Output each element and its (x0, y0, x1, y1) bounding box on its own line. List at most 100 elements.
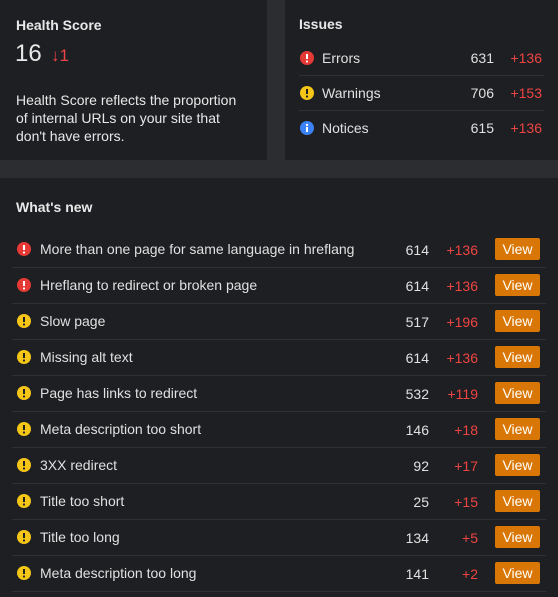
health-description: Health Score reflects the proportion of … (16, 92, 237, 144)
view-button[interactable]: View (495, 238, 540, 260)
issue-delta: +18 (454, 422, 478, 438)
icon-warning (17, 386, 31, 400)
issue-row: Meta description too short 146 +18 View (0, 411, 558, 447)
issue-count: 614 (405, 350, 429, 366)
issue-count: 706 (470, 85, 494, 101)
separator (12, 447, 546, 448)
separator (12, 411, 546, 412)
issues-title: Issues (299, 16, 343, 32)
icon-info (300, 121, 314, 135)
separator (12, 483, 546, 484)
issue-row: Hreflang to redirect or broken page 614 +1… (0, 267, 558, 303)
issue-delta: +5 (462, 530, 478, 546)
issue-delta: +136 (510, 50, 542, 66)
view-button[interactable]: View (495, 274, 540, 296)
issue-delta: +136 (446, 242, 478, 258)
whats-new-title: What's new (16, 199, 93, 215)
view-button[interactable]: View (495, 310, 540, 332)
separator (12, 591, 546, 592)
issue-delta: +153 (510, 85, 542, 101)
icon-svg (17, 494, 31, 508)
issue-delta: +15 (454, 494, 478, 510)
whats-new-card: What's new More than one page for same l… (0, 178, 558, 597)
separator (299, 75, 544, 76)
issue-label: Warnings (322, 85, 381, 101)
issue-delta: +136 (510, 120, 542, 136)
issue-delta: +119 (447, 386, 479, 402)
icon-svg (17, 386, 31, 400)
icon-warning (17, 314, 31, 328)
icon-warning (300, 86, 314, 100)
issue-row: More than one page for same language in … (0, 231, 558, 267)
issue-delta: +136 (446, 278, 478, 294)
issue-count: 141 (405, 566, 429, 582)
view-button[interactable]: View (495, 418, 540, 440)
health-change: ↓1 (51, 46, 69, 65)
health-card: Health Score 16 ↓1 Health Score reflects… (0, 0, 267, 160)
view-button[interactable]: View (495, 562, 540, 584)
issue-count: 614 (405, 278, 429, 294)
icon-warning (17, 458, 31, 472)
icon-svg (17, 278, 31, 292)
icon-svg (17, 422, 31, 436)
icon-warning (17, 494, 31, 508)
issue-delta: +196 (446, 314, 478, 330)
separator (12, 519, 546, 520)
issue-delta: +136 (446, 350, 478, 366)
icon-svg (17, 242, 31, 256)
issue-count: 532 (405, 386, 429, 402)
issue-delta: +2 (462, 566, 478, 582)
issue-row: Page has links to redirect 532 +119 View (0, 375, 558, 411)
icon-svg (300, 51, 314, 65)
health-score: 16 (15, 40, 42, 67)
icon-warning (17, 350, 31, 364)
issue-label: Title too long (40, 529, 120, 545)
view-button[interactable]: View (495, 382, 540, 404)
issue-row: Title too short 25 +15 View (0, 483, 558, 519)
issue-label: Meta description too long (40, 565, 197, 581)
issue-count: 517 (405, 314, 429, 330)
issue-label: Meta description too short (40, 421, 202, 437)
icon-warning (17, 530, 31, 544)
icon-error (17, 278, 31, 292)
issue-count: 615 (470, 120, 494, 136)
separator (12, 303, 546, 304)
separator (12, 339, 546, 340)
view-button[interactable]: View (495, 346, 540, 368)
issue-label: More than one page for same language in … (40, 241, 355, 257)
issue-count: 631 (470, 50, 494, 66)
issue-count: 146 (405, 422, 429, 438)
issue-label: Slow page (40, 313, 106, 329)
issue-row: Errors 631 +136 (285, 40, 558, 75)
icon-svg (17, 530, 31, 544)
separator (299, 110, 544, 111)
issue-count: 25 (413, 494, 429, 510)
separator (12, 375, 546, 376)
view-button[interactable]: View (495, 526, 540, 548)
issue-row: 3XX redirect 92 +17 View (0, 447, 558, 483)
issue-count: 134 (405, 530, 429, 546)
issue-delta: +17 (454, 458, 478, 474)
icon-error (17, 242, 31, 256)
icon-warning (17, 566, 31, 580)
issue-count: 92 (413, 458, 429, 474)
icon-svg (17, 458, 31, 472)
view-button[interactable]: View (495, 454, 540, 476)
issue-row: Meta description too long 141 +2 View (0, 555, 558, 591)
icon-warning (17, 422, 31, 436)
issue-label: Notices (322, 120, 369, 136)
icon-error (300, 51, 314, 65)
view-button[interactable]: View (495, 490, 540, 512)
issue-row: Warnings 706 +153 (285, 75, 558, 110)
issue-row: Title too long 134 +5 View (0, 519, 558, 555)
issue-label: Title too short (40, 493, 125, 509)
icon-svg (17, 566, 31, 580)
separator (12, 555, 546, 556)
issue-row: Missing alt text 614 +136 View (0, 339, 558, 375)
issue-count: 614 (405, 242, 429, 258)
separator (12, 267, 546, 268)
issue-label: Missing alt text (40, 349, 133, 365)
issue-label: Page has links to redirect (40, 385, 198, 401)
icon-svg (17, 350, 31, 364)
